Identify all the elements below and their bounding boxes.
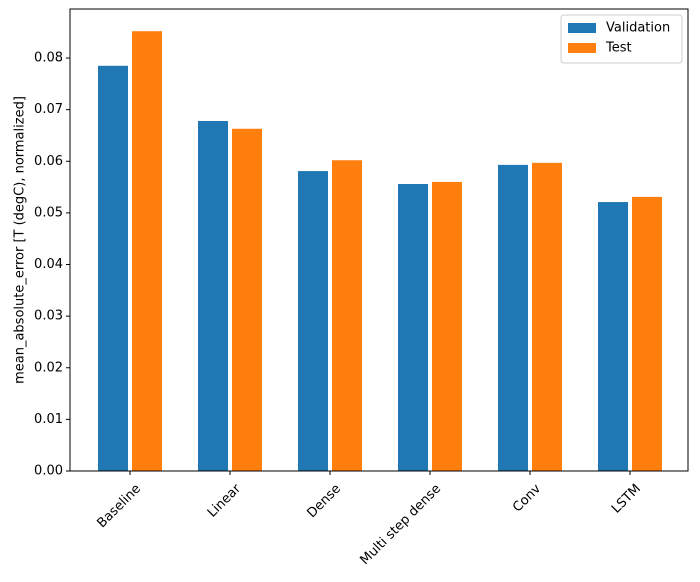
x-tick-label: Dense: [304, 481, 344, 521]
legend-swatch: [568, 23, 596, 33]
bar: [132, 31, 162, 471]
x-tick-label: Conv: [510, 481, 544, 515]
y-tick-label: 0.06: [34, 154, 63, 169]
y-tick-label: 0.04: [34, 257, 63, 272]
bar: [432, 181, 462, 471]
y-tick-label: 0.00: [34, 464, 63, 479]
bar: [332, 160, 362, 471]
bar: [198, 121, 228, 472]
bar: [98, 65, 128, 472]
bar: [598, 202, 628, 472]
legend-swatch: [568, 43, 596, 53]
bar: [232, 128, 262, 471]
y-tick-label: 0.07: [34, 102, 63, 117]
legend-label: Validation: [606, 21, 670, 36]
y-tick-label: 0.01: [34, 412, 63, 427]
plot-frame: [69, 8, 689, 472]
bar: [632, 196, 662, 471]
x-tick-label: Baseline: [94, 481, 144, 531]
x-tick-label: Multi step dense: [357, 481, 444, 568]
bar: [398, 183, 428, 471]
x-tick-label: LSTM: [609, 481, 644, 516]
bar: [498, 164, 528, 471]
legend-label: Test: [605, 41, 632, 56]
legend: Validation Test: [560, 14, 683, 64]
x-tick-label: Linear: [205, 481, 245, 521]
y-tick-label: 0.05: [34, 205, 63, 220]
y-tick-label: 0.08: [34, 51, 63, 66]
bar: [532, 162, 562, 471]
bar: [298, 171, 328, 471]
y-tick-label: 0.03: [34, 309, 63, 324]
y-axis-label: mean_absolute_error [T (degC), normalize…: [13, 96, 28, 384]
y-tick-label: 0.02: [34, 360, 63, 375]
